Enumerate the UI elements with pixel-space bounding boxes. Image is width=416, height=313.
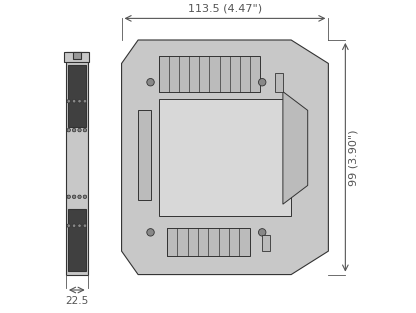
Bar [64,52,89,62]
Circle shape [258,228,266,236]
Bar [138,110,151,199]
Circle shape [83,100,87,103]
Circle shape [147,228,154,236]
Bar [67,209,86,271]
Circle shape [72,224,76,228]
Circle shape [67,224,70,228]
Circle shape [78,100,81,103]
Bar [73,52,81,59]
Bar [159,99,291,216]
Circle shape [78,128,81,132]
Circle shape [67,128,70,132]
Circle shape [72,128,76,132]
Polygon shape [121,40,328,275]
Circle shape [83,195,87,198]
Bar [262,235,270,251]
Polygon shape [283,92,308,204]
Circle shape [67,195,70,198]
Bar [66,52,88,275]
Bar [159,56,260,92]
Circle shape [147,79,154,86]
Circle shape [83,128,87,132]
Circle shape [67,100,70,103]
Bar [67,65,86,127]
Circle shape [72,100,76,103]
Circle shape [78,224,81,228]
Text: 22.5: 22.5 [65,296,89,306]
Bar [275,73,283,92]
Text: 113.5 (4.47"): 113.5 (4.47") [188,4,262,14]
Circle shape [72,195,76,198]
Circle shape [258,79,266,86]
Circle shape [83,224,87,228]
Bar [167,228,250,256]
Circle shape [78,195,81,198]
Text: 99 (3.90"): 99 (3.90") [349,129,359,186]
